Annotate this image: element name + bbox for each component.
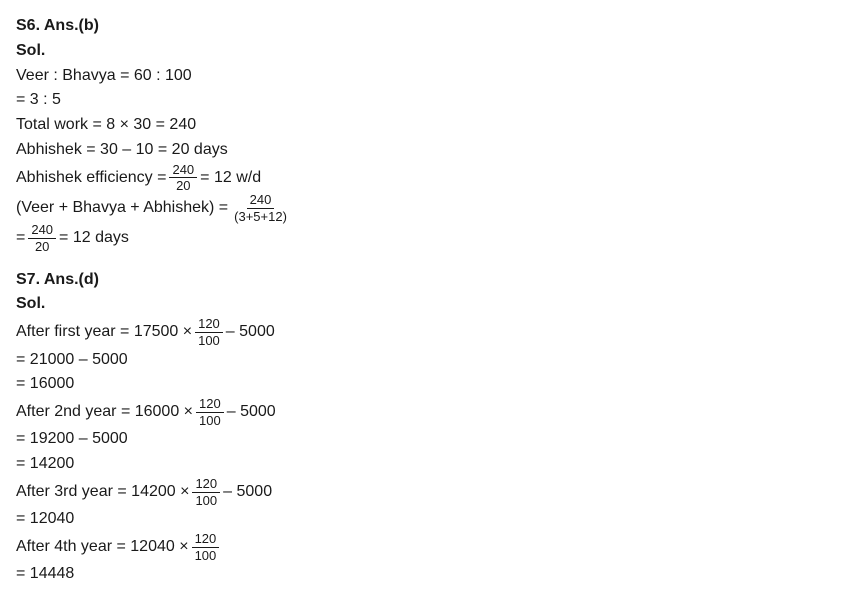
s6-line7-den: 20 — [32, 239, 52, 254]
s6-sol-label: Sol. — [16, 39, 831, 64]
s7-line9: After 4th year = 12040 × 120 100 — [16, 532, 831, 562]
s7-l1-den: 100 — [195, 333, 223, 348]
s7-l9-den: 100 — [192, 548, 220, 563]
s7-heading: S7. Ans.(d) — [16, 268, 831, 293]
s7-l3: = 16000 — [16, 372, 831, 397]
s7-l7-num: 120 — [192, 477, 220, 493]
s6-line6-frac: 240 (3+5+12) — [231, 193, 290, 223]
s7-l4-post: – 5000 — [227, 400, 276, 425]
s7-l1-num: 120 — [195, 317, 223, 333]
s7-line1: After first year = 17500 × 120 100 – 500… — [16, 317, 831, 347]
s7-l6: = 14200 — [16, 452, 831, 477]
s7-l1-frac: 120 100 — [195, 317, 223, 347]
s6-line5-post: = 12 w/d — [200, 166, 261, 191]
s7-sol-label: Sol. — [16, 292, 831, 317]
s6-line7-frac: 240 20 — [28, 223, 56, 253]
s6-line6: (Veer + Bhavya + Abhishek) = 240 (3+5+12… — [16, 193, 831, 223]
s7-l7-frac: 120 100 — [192, 477, 220, 507]
s7-l1-post: – 5000 — [226, 320, 275, 345]
s6-line2: = 3 : 5 — [16, 88, 831, 113]
s6-line6-pre: (Veer + Bhavya + Abhishek) = — [16, 196, 228, 221]
s7-l1-pre: After first year = 17500 × — [16, 320, 192, 345]
s7-l9-pre: After 4th year = 12040 × — [16, 535, 189, 560]
s7-l7-pre: After 3rd year = 14200 × — [16, 480, 189, 505]
s6-line6-den: (3+5+12) — [231, 209, 290, 224]
s6-line3: Total work = 8 × 30 = 240 — [16, 113, 831, 138]
s6-line1: Veer : Bhavya = 60 : 100 — [16, 64, 831, 89]
s6-line7-post: = 12 days — [59, 226, 129, 251]
s7-l8: = 12040 — [16, 507, 831, 532]
s7-l4-den: 100 — [196, 413, 224, 428]
s7-l4-pre: After 2nd year = 16000 × — [16, 400, 193, 425]
s6-line5-den: 20 — [173, 178, 193, 193]
s6-line7: = 240 20 = 12 days — [16, 223, 831, 253]
s7-l7-den: 100 — [192, 493, 220, 508]
s6-line6-num: 240 — [247, 193, 275, 209]
s6-line4: Abhishek = 30 – 10 = 20 days — [16, 138, 831, 163]
s6-line5: Abhishek efficiency = 240 20 = 12 w/d — [16, 163, 831, 193]
s7-l9-num: 120 — [192, 532, 220, 548]
s6-line7-pre: = — [16, 226, 25, 251]
s7-l10: = 14448 — [16, 562, 831, 587]
s6-line7-num: 240 — [28, 223, 56, 239]
s7-l4-frac: 120 100 — [196, 397, 224, 427]
s7-line4: After 2nd year = 16000 × 120 100 – 5000 — [16, 397, 831, 427]
s7-l5: = 19200 – 5000 — [16, 427, 831, 452]
s6-line5-frac: 240 20 — [169, 163, 197, 193]
s6-heading: S6. Ans.(b) — [16, 14, 831, 39]
s7-l4-num: 120 — [196, 397, 224, 413]
s7-l7-post: – 5000 — [223, 480, 272, 505]
s6-line5-num: 240 — [169, 163, 197, 179]
s7-line7: After 3rd year = 14200 × 120 100 – 5000 — [16, 477, 831, 507]
s7-l2: = 21000 – 5000 — [16, 348, 831, 373]
s6-line5-pre: Abhishek efficiency = — [16, 166, 166, 191]
s7-l9-frac: 120 100 — [192, 532, 220, 562]
